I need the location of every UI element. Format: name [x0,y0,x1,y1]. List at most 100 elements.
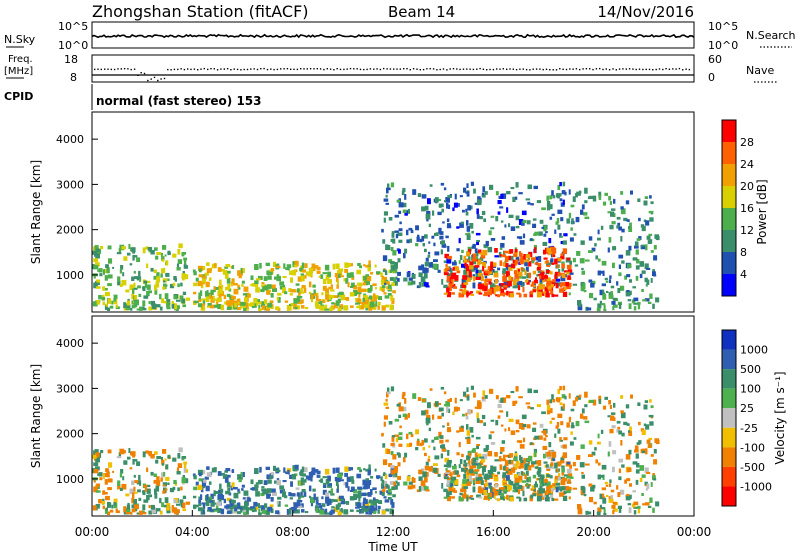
velocity-cell [228,492,232,496]
velocity-cell [93,450,96,455]
velocity-cell [477,473,482,479]
power-cell [106,267,110,274]
velocity-cell [132,492,135,498]
power-cell [493,288,496,295]
power-cell [327,281,332,284]
power-cell [503,273,506,277]
velocity-cell [639,465,644,471]
velocity-cell [353,489,358,494]
velocity-cell [264,503,268,508]
power-cell [154,284,157,291]
velocity-cell [579,462,585,468]
velocity-cell [243,509,246,513]
velocity-cell [557,428,561,434]
velocity-cell [463,391,467,397]
power-cell [628,226,630,229]
velocity-cell [532,427,537,432]
power-cell [270,268,275,272]
nave-point [120,68,122,70]
velocity-cell [603,508,606,514]
power-cell [161,256,165,261]
power-cell [641,289,644,292]
power-cell [261,284,265,288]
power-cell [645,244,648,251]
power-cell [599,270,604,274]
nave-point [230,69,232,71]
velocity-cell [198,472,202,477]
velocity-cell [610,495,614,501]
velocity-cell [608,400,611,405]
power-cell [514,273,519,279]
power-cell [370,272,374,275]
velocity-cell [390,498,394,505]
velocity-cell [488,475,493,478]
velocity-cell [137,489,141,493]
velocity-cell [284,504,289,507]
velocity-cell [552,399,556,403]
velocity-cell [242,497,247,500]
power-cell [466,270,469,276]
power-cell [238,287,241,290]
nave-point [506,68,508,70]
velocity-cell [398,443,403,447]
power-cell [276,274,280,277]
power-cell [165,272,170,277]
velocity-cell [500,447,505,452]
velocity-cell [466,424,469,430]
power-cell [482,266,485,272]
power-cell [557,193,561,199]
ytick-label: 2000 [56,224,84,237]
power-cell [510,263,516,268]
power-cell [645,220,650,226]
velocity-cell [201,470,206,475]
velocity-cell [621,432,625,437]
velocity-cell [546,466,551,471]
power-cell [563,233,568,237]
velocity-cell [478,453,482,458]
power-cell [497,267,501,271]
velocity-cell [628,507,632,514]
power-cell [201,274,204,279]
power-cell [542,291,547,294]
nave-point [157,79,159,82]
velocity-cell [578,394,582,398]
velocity-cell [518,489,521,495]
velocity-cell [632,490,636,493]
nave-point [359,68,362,71]
power-cell [217,267,222,272]
power-cell [315,295,319,301]
velocity-cell [577,508,583,515]
power-cell [207,305,211,308]
power-cell [570,204,575,208]
velocity-cell [92,454,97,459]
power-cell [628,303,632,310]
velocity-cell [637,505,641,509]
velocity-cell [347,486,350,492]
velocity-cell [452,465,457,470]
velocity-cell [461,486,466,492]
power-cell [626,290,630,294]
power-cell [261,282,265,285]
velocity-cell [127,502,130,506]
noise-right-label: N.Search [746,29,796,42]
velocity-cell [643,404,648,410]
power-cell [634,241,639,247]
velocity-cell [443,496,448,499]
velocity-cell [407,485,413,490]
velocity-colorbar-swatch [722,408,736,428]
power-cell [428,223,431,228]
velocity-cell [95,466,100,471]
velocity-cell [537,471,541,475]
power-colorbar-tick: 24 [740,158,754,171]
velocity-cell [561,467,565,473]
velocity-cell [145,450,149,454]
power-cell [600,303,606,306]
velocity-cell [398,432,403,436]
power-cell [471,230,474,234]
nave-point [502,68,504,70]
velocity-cell [126,508,131,514]
power-cell [644,263,649,270]
velocity-cell [390,465,395,469]
power-cell [121,279,127,286]
power-cell [597,229,600,235]
